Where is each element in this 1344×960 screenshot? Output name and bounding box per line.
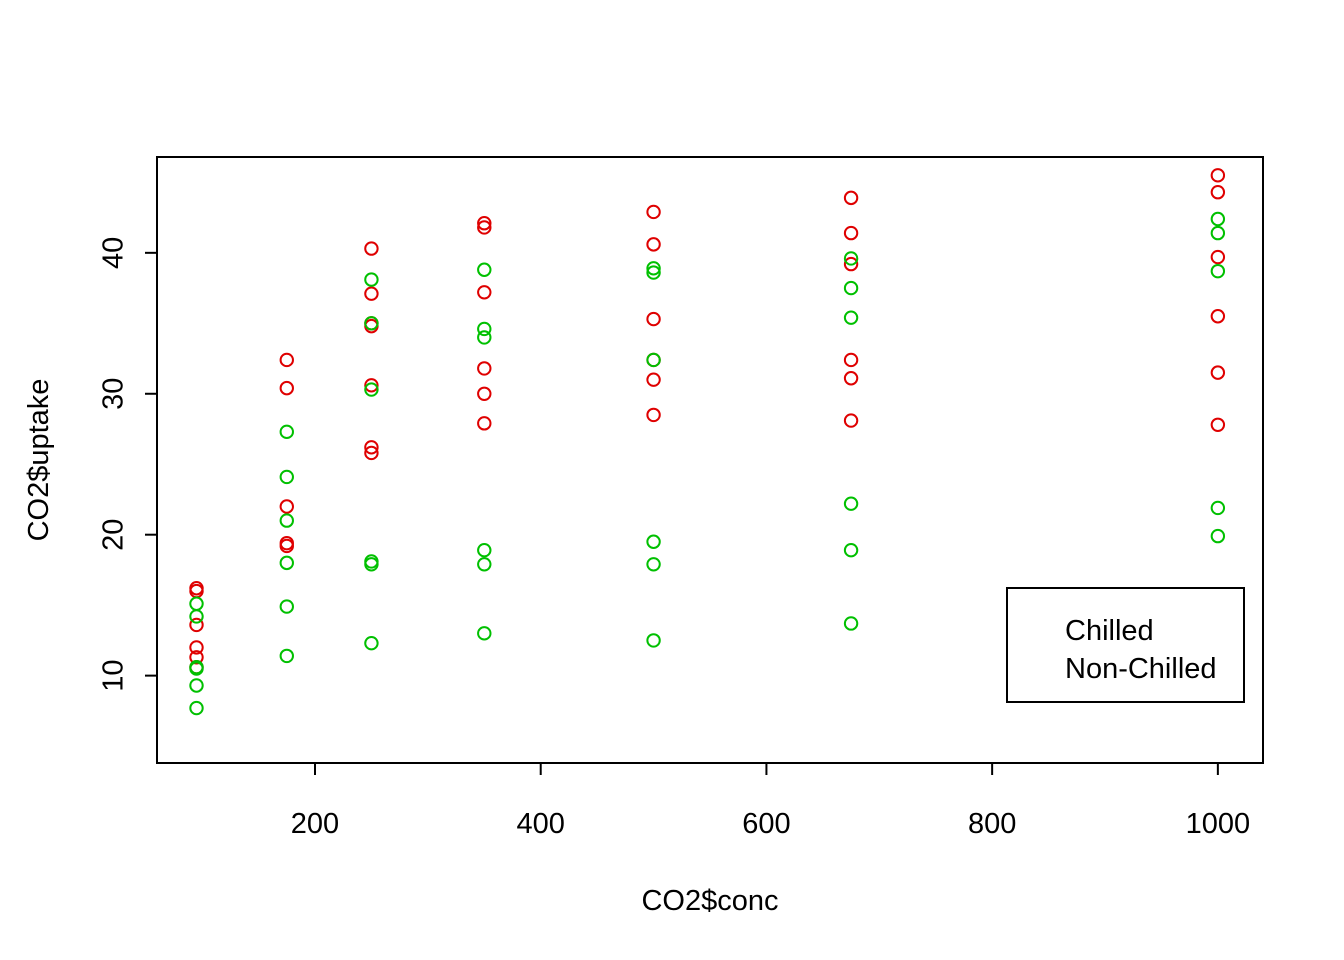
data-point-red	[477, 220, 492, 235]
x-axis: 200 400 600 800 1000	[291, 763, 1250, 840]
data-point-green	[189, 609, 204, 624]
data-point-red	[1210, 249, 1226, 265]
data-point-red	[279, 352, 294, 368]
data-point-red	[189, 581, 204, 596]
data-point-red	[843, 413, 859, 428]
data-point-green	[646, 265, 661, 280]
data-point-green	[279, 424, 294, 440]
data-point-green	[477, 321, 492, 337]
data-point-green	[364, 636, 379, 651]
legend-entry-non-chilled: Non-Chilled	[1065, 653, 1217, 685]
data-point-green	[477, 330, 492, 345]
legend-entry-chilled: Chilled	[1065, 615, 1154, 647]
data-point-green	[843, 496, 859, 511]
data-point-red	[477, 386, 492, 401]
data-point-red	[477, 361, 492, 376]
data-point-red	[189, 640, 204, 655]
data-point-green	[364, 382, 379, 397]
data-point-green	[646, 534, 661, 549]
data-point-red	[843, 225, 859, 241]
data-point-green	[189, 678, 204, 693]
data-point-red	[364, 440, 379, 455]
x-tick-label: 400	[517, 808, 565, 840]
data-point-green	[646, 261, 661, 276]
data-point-green	[477, 626, 492, 641]
data-point-green	[1210, 263, 1226, 279]
data-point-green	[189, 700, 204, 716]
data-point-red	[1210, 168, 1226, 183]
data-point-green	[477, 262, 492, 277]
data-point-green	[646, 557, 661, 572]
y-axis: 10 20 30 40	[98, 237, 157, 692]
y-tick-label: 30	[98, 378, 130, 410]
data-point-green	[1210, 211, 1226, 227]
data-point-green	[1210, 225, 1226, 241]
data-point-red	[1210, 365, 1226, 380]
x-tick-label: 800	[968, 808, 1016, 840]
data-point-red	[279, 538, 294, 554]
data-point-red	[646, 204, 661, 220]
data-point-red	[364, 378, 379, 393]
data-point-green	[279, 648, 294, 664]
data-point-green	[843, 280, 859, 296]
data-point-green	[279, 513, 294, 528]
data-point-green	[646, 352, 661, 368]
legend-box	[1006, 587, 1245, 703]
data-point-red	[279, 380, 294, 396]
data-point-green	[189, 596, 204, 611]
data-point-red	[364, 445, 379, 461]
data-point-green	[1210, 500, 1226, 516]
data-point-red	[1210, 185, 1226, 200]
data-point-red	[646, 372, 661, 387]
data-point-red	[189, 650, 204, 665]
data-point-green	[364, 557, 379, 572]
x-tick-label: 1000	[1186, 808, 1251, 840]
data-point-red	[1210, 309, 1226, 324]
y-tick-label: 40	[98, 237, 130, 269]
data-point-red	[364, 286, 379, 301]
data-point-red	[477, 416, 492, 431]
data-point-green	[477, 542, 492, 558]
data-point-red	[646, 311, 661, 327]
y-axis-label: CO2$uptake	[23, 379, 55, 542]
data-point-green	[279, 599, 294, 614]
y-tick-label: 10	[98, 659, 130, 691]
data-point-red	[189, 617, 204, 633]
x-axis-label: CO2$conc	[641, 885, 778, 917]
data-point-green	[843, 251, 859, 266]
data-point-red	[477, 285, 492, 300]
legend: Chilled Non-Chilled	[1006, 587, 1245, 703]
data-point-green	[279, 469, 294, 485]
data-point-red	[843, 256, 859, 272]
data-point-red	[843, 352, 859, 368]
data-points	[189, 168, 1226, 716]
data-point-green	[364, 272, 379, 287]
data-point-red	[477, 216, 492, 231]
plot-frame	[156, 156, 1264, 764]
data-point-green	[843, 310, 859, 325]
data-point-red	[646, 407, 661, 423]
data-point-green	[189, 661, 204, 676]
data-point-green	[477, 557, 492, 572]
data-point-red	[279, 499, 294, 514]
data-point-red	[646, 237, 661, 252]
data-point-green	[1210, 528, 1226, 544]
data-point-green	[279, 555, 294, 571]
data-point-red	[843, 190, 859, 206]
data-point-green	[364, 316, 379, 331]
y-tick-label: 20	[98, 519, 130, 551]
data-point-green	[646, 633, 661, 648]
data-point-red	[843, 371, 859, 386]
data-point-red	[364, 241, 379, 256]
data-point-red	[1210, 417, 1226, 432]
data-point-green	[843, 542, 859, 558]
x-tick-label: 200	[291, 808, 339, 840]
x-tick-label: 600	[742, 808, 790, 840]
data-point-green	[843, 616, 859, 631]
